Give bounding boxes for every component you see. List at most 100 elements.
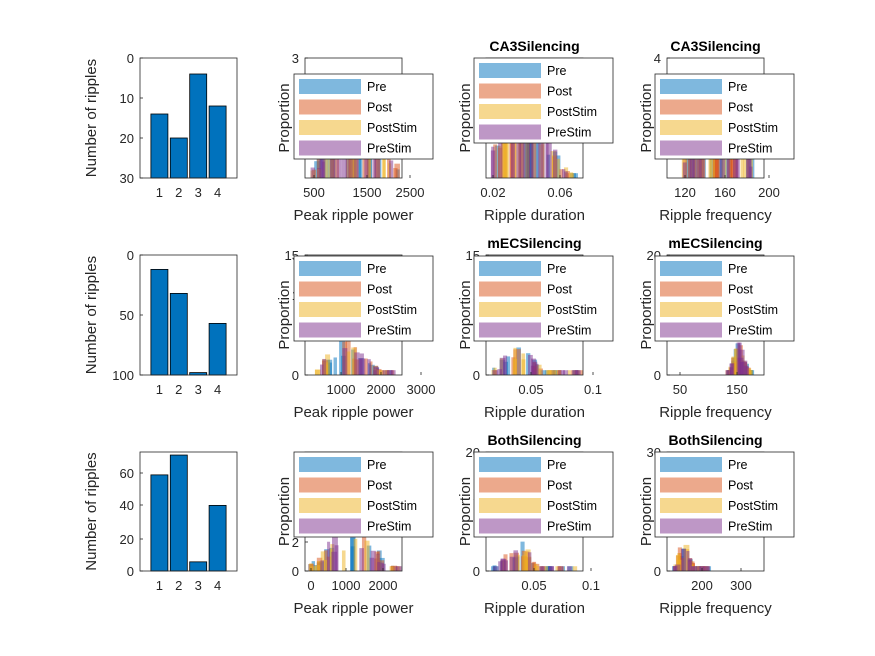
- hist-bin-poststim: [364, 540, 370, 571]
- subplot-8: 012050150Ripple frequencyProportionmECSi…: [638, 235, 795, 421]
- y-tick-label: 4: [654, 51, 661, 66]
- legend-label: PostStim: [367, 303, 417, 317]
- legend-swatch-poststim: [479, 498, 541, 513]
- hist-bin-prestim: [396, 566, 402, 571]
- hist-bin-prestim: [499, 357, 506, 375]
- legend-label: PostStim: [728, 499, 778, 513]
- x-axis-label: Ripple frequency: [659, 600, 772, 617]
- legend-label: PostStim: [728, 303, 778, 317]
- y-tick-label: 10: [120, 91, 134, 106]
- hist-bin-prestim: [562, 169, 566, 178]
- legend-swatch-poststim: [660, 120, 722, 135]
- legend-swatch-post: [479, 83, 541, 99]
- legend-label: PostStim: [367, 121, 417, 135]
- hist-bin-prestim: [688, 560, 692, 571]
- x-tick-label: 150: [726, 382, 748, 397]
- hist-bin-post: [364, 358, 368, 375]
- legend-label: PreStim: [728, 142, 772, 156]
- y-axis-label: Proportion: [276, 477, 293, 546]
- hist-bin-prestim: [509, 556, 516, 571]
- legend-swatch-poststim: [299, 498, 361, 513]
- hist-bin-prestim: [320, 150, 326, 178]
- x-tick-label: 500: [303, 185, 325, 200]
- hist-bin-poststim: [550, 370, 556, 375]
- y-tick-label: 0: [127, 248, 134, 263]
- y-axis-label: Proportion: [457, 280, 474, 349]
- x-tick-label: 120: [674, 185, 696, 200]
- hist-bin-pre: [333, 357, 337, 375]
- hist-bin-prestim: [504, 560, 508, 571]
- x-tick-label: 1: [156, 382, 163, 397]
- y-tick-label: 60: [120, 466, 134, 481]
- hist-bin-prestim: [342, 348, 348, 375]
- legend-label: PreStim: [728, 324, 772, 338]
- hist-bin-prestim: [322, 358, 327, 375]
- hist-bin-prestim: [320, 364, 324, 375]
- hist-bin-poststim: [534, 565, 539, 571]
- legend-swatch-prestim: [299, 518, 361, 534]
- x-tick-label: 2000: [369, 578, 398, 593]
- hist-bin-prestim: [394, 566, 398, 571]
- hist-bin-prestim: [527, 552, 532, 571]
- hist-bin-prestim: [358, 358, 363, 375]
- x-tick-label: 3: [195, 578, 202, 593]
- hist-bin-poststim: [323, 147, 329, 178]
- x-tick-label: 1000: [332, 578, 361, 593]
- hist-bin-prestim: [359, 548, 364, 571]
- y-tick-label: 0: [127, 51, 134, 66]
- hist-bin-prestim: [373, 370, 378, 375]
- y-tick-label: 0: [127, 564, 134, 579]
- hist-bin-prestim: [672, 566, 678, 571]
- y-axis-label: Proportion: [638, 83, 655, 152]
- x-axis-label: Ripple frequency: [659, 207, 772, 224]
- hist-bin-prestim: [564, 171, 568, 178]
- hist-bin-prestim: [529, 129, 534, 178]
- hist-bin-prestim: [546, 131, 552, 178]
- hist-bin-prestim: [382, 563, 386, 571]
- hist-bin-prestim: [687, 147, 691, 178]
- legend-label: PreStim: [367, 142, 411, 156]
- axes-box: [139, 57, 238, 179]
- x-tick-label: 300: [730, 578, 752, 593]
- subplot-title: BothSilencing: [668, 432, 762, 448]
- x-tick-label: 160: [714, 185, 736, 200]
- x-tick-label: 1000: [327, 382, 356, 397]
- hist-bin-poststim: [734, 348, 739, 375]
- legend: Pre Post PostStim PreStim: [654, 73, 795, 160]
- y-tick-label: 0: [292, 368, 299, 383]
- axes-box: [139, 451, 238, 572]
- bar-1: [150, 268, 169, 376]
- y-tick-label: 100: [112, 368, 134, 383]
- y-axis-label: Proportion: [457, 477, 474, 546]
- legend-swatch-prestim: [299, 322, 361, 338]
- y-tick-label: 0: [654, 368, 661, 383]
- subplot-5: 1 2 3 4 0 50 100 Number of ripples: [83, 248, 238, 397]
- hist-bin-prestim: [541, 132, 545, 178]
- hist-bin-prestim: [382, 370, 386, 375]
- legend-label: Pre: [728, 458, 748, 472]
- legend-label: PostStim: [547, 105, 597, 119]
- legend-label: PostStim: [728, 121, 778, 135]
- y-tick-label: 30: [120, 171, 134, 186]
- x-tick-label: 3000: [407, 382, 436, 397]
- y-axis-label: Proportion: [276, 280, 293, 349]
- hist-bin-poststim: [353, 538, 358, 571]
- x-tick-label: 2000: [367, 382, 396, 397]
- hist-bin-prestim: [386, 370, 393, 375]
- hist-bin-prestim: [336, 146, 342, 178]
- y-axis-label: Proportion: [276, 83, 293, 152]
- x-tick-label: 0.06: [547, 185, 572, 200]
- bar-4: [208, 105, 227, 179]
- hist-bin-prestim: [574, 370, 581, 375]
- legend-swatch-pre: [660, 79, 722, 94]
- x-axis-label: Ripple duration: [484, 207, 585, 224]
- hist-bin-post: [391, 565, 398, 571]
- hist-bin-poststim: [513, 115, 518, 178]
- hist-bin-prestim: [682, 162, 687, 178]
- hist-bin-prestim: [725, 370, 730, 375]
- subplot-4: 4 120 160 200 Ripple frequency Proportion CA3S…: [638, 38, 795, 224]
- hist-bin-poststim: [543, 566, 548, 571]
